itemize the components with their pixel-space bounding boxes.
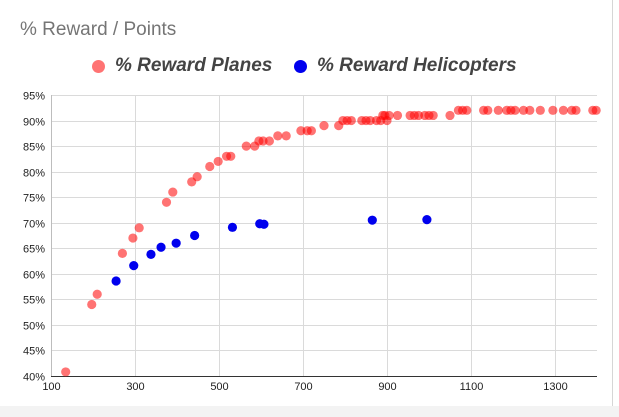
y-tick-label: 95%: [23, 91, 45, 103]
x-tick-label: 500: [210, 381, 228, 393]
data-point-planes: [462, 105, 472, 115]
data-point-planes: [213, 156, 223, 167]
data-point-planes: [61, 367, 71, 377]
data-point-helicopters: [156, 242, 166, 252]
legend-label-helicopters: % Reward Helicopters: [317, 55, 517, 76]
data-point-planes: [117, 248, 127, 258]
x-tick-label: 700: [294, 381, 312, 393]
data-point-planes: [413, 110, 424, 121]
y-tick-label: 60%: [23, 270, 45, 282]
data-point-planes: [365, 115, 375, 126]
data-point-planes: [392, 110, 403, 121]
data-point-planes: [591, 105, 601, 115]
data-point-planes: [535, 105, 545, 115]
y-tick-label: 45%: [23, 346, 45, 358]
y-tick-label: 80%: [23, 168, 45, 180]
x-tick-label: 300: [126, 381, 144, 393]
chart-title: % Reward / Points: [20, 19, 177, 40]
legend-label-planes: % Reward Planes: [115, 55, 273, 76]
x-tick-label: 1300: [543, 381, 567, 393]
data-point-planes: [134, 223, 144, 233]
data-point-planes: [493, 105, 503, 115]
data-point-planes: [273, 131, 283, 141]
data-point-planes: [128, 233, 138, 243]
data-point-planes: [548, 105, 558, 115]
data-point-planes: [306, 126, 316, 136]
plot-area: 40% 45% 50% 55% 60% 65% 70% 75% 80% 85% 90% 95% 100 3…: [23, 91, 601, 394]
data-point-planes: [346, 115, 356, 126]
data-point-planes: [296, 126, 306, 136]
data-point-planes: [241, 141, 251, 151]
y-tick-label: 90%: [23, 117, 45, 129]
legend: % Reward Planes % Reward Helicopters: [0, 53, 612, 79]
data-point-planes: [264, 136, 274, 146]
data-point-planes: [168, 187, 178, 197]
legend-marker-helicopters: [294, 59, 307, 73]
y-tick-label: 40%: [23, 372, 45, 384]
legend-marker-planes: [92, 59, 105, 73]
series-helicopters: [111, 215, 432, 286]
data-point-helicopters: [227, 222, 238, 232]
data-point-helicopters: [171, 238, 181, 248]
y-tick-label: 70%: [23, 219, 45, 231]
data-point-helicopters: [129, 261, 139, 271]
data-point-helicopters: [259, 219, 269, 229]
axes: [51, 95, 597, 377]
data-point-planes: [571, 105, 581, 115]
data-point-planes: [518, 105, 529, 115]
series-planes: [61, 105, 601, 377]
data-point-helicopters: [146, 249, 156, 260]
data-point-helicopters: [422, 215, 432, 225]
data-point-helicopters: [111, 276, 121, 286]
data-point-planes: [525, 105, 535, 115]
data-point-planes: [384, 110, 394, 121]
data-point-planes: [510, 105, 520, 115]
data-point-planes: [281, 131, 291, 141]
data-point-planes: [92, 289, 102, 299]
data-point-planes: [558, 105, 569, 115]
legend-item-planes[interactable]: % Reward Planes: [92, 53, 272, 79]
y-tick-label: 65%: [23, 244, 45, 256]
data-point-planes: [226, 151, 236, 161]
data-point-planes: [258, 136, 268, 146]
tick-labels: 40% 45% 50% 55% 60% 65% 70% 75% 80% 85% 90% 95% 100 3…: [23, 91, 568, 394]
y-tick-label: 55%: [23, 295, 45, 307]
x-tick-label: 1100: [460, 381, 484, 393]
y-tick-label: 85%: [23, 142, 45, 154]
y-tick-label: 75%: [23, 193, 45, 205]
data-point-planes: [319, 121, 329, 131]
window-edge: [0, 406, 619, 417]
data-point-helicopters: [190, 230, 200, 241]
legend-item-helicopters[interactable]: % Reward Helicopters: [294, 53, 517, 79]
x-tick-label: 100: [42, 381, 60, 393]
data-point-planes: [428, 110, 438, 121]
data-point-helicopters: [367, 215, 377, 225]
x-tick-label: 900: [378, 381, 396, 393]
data-point-planes: [483, 105, 493, 115]
data-point-planes: [161, 197, 172, 207]
data-point-planes: [87, 299, 97, 310]
data-point-planes: [445, 110, 455, 121]
y-tick-label: 50%: [23, 321, 45, 333]
data-point-planes: [205, 161, 215, 172]
data-point-planes: [192, 172, 202, 182]
